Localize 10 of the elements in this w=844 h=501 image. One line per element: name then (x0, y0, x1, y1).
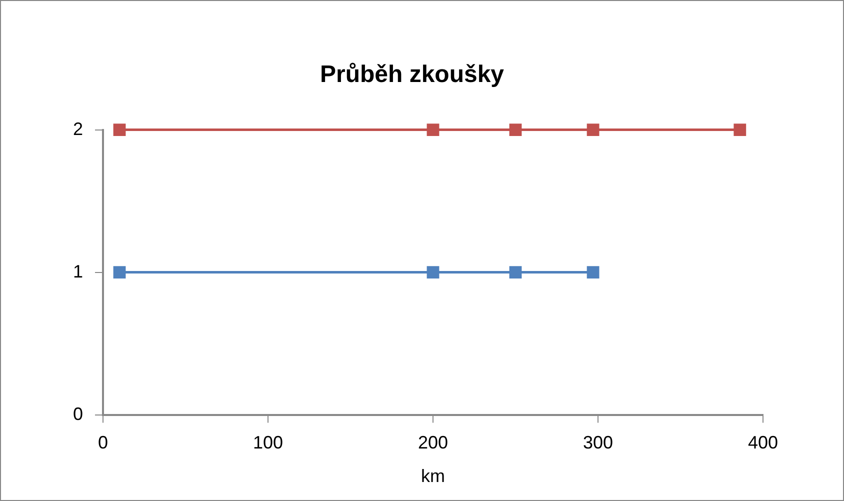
x-tick-label: 300 (582, 432, 614, 453)
x-tick-label: 0 (98, 432, 108, 453)
y-tick-label: 0 (72, 404, 84, 424)
x-tick-label: 200 (418, 432, 448, 453)
x-tick-label: 400 (748, 432, 778, 453)
y-tick-label: 2 (72, 118, 84, 139)
y-tick-label: 1 (72, 261, 84, 282)
x-axis-title: km (421, 466, 446, 486)
x-tick-label: 100 (252, 432, 284, 453)
chart-title: Průběh zkoušky (320, 61, 505, 88)
